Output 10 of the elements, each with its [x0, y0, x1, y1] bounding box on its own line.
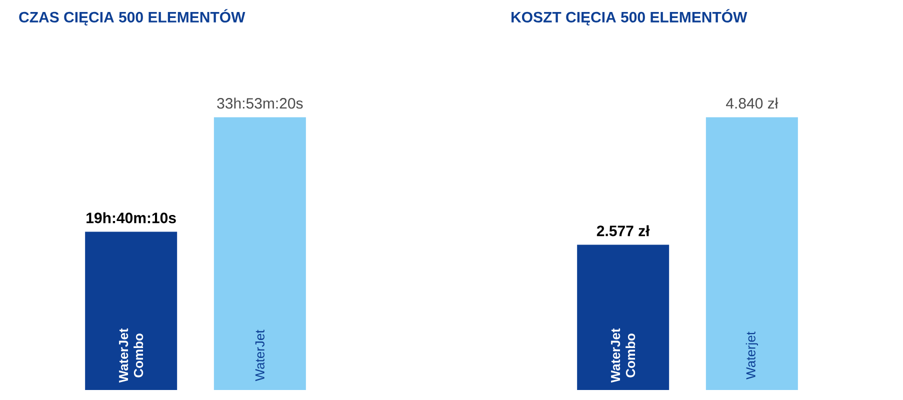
text: 33h:53m:20s — [217, 98, 303, 109]
data-label: 2.577 zł — [596, 225, 650, 236]
data-label: 4.840 zł — [726, 98, 778, 109]
x-tick-label: WaterJet Combo — [611, 328, 636, 383]
chart-title: CZAS CIĘCIA 500 ELEMENTÓW — [19, 9, 246, 26]
annotation: 19h:40m:10s — [86, 212, 176, 224]
x-tick-label: WaterJet Combo — [119, 328, 144, 383]
x-tick-label: Waterjet — [746, 332, 758, 380]
x-tick-label: WaterJet — [255, 330, 264, 382]
chart-title: KOSZT CIĘCIA 500 ELEMENTÓW — [512, 9, 748, 26]
